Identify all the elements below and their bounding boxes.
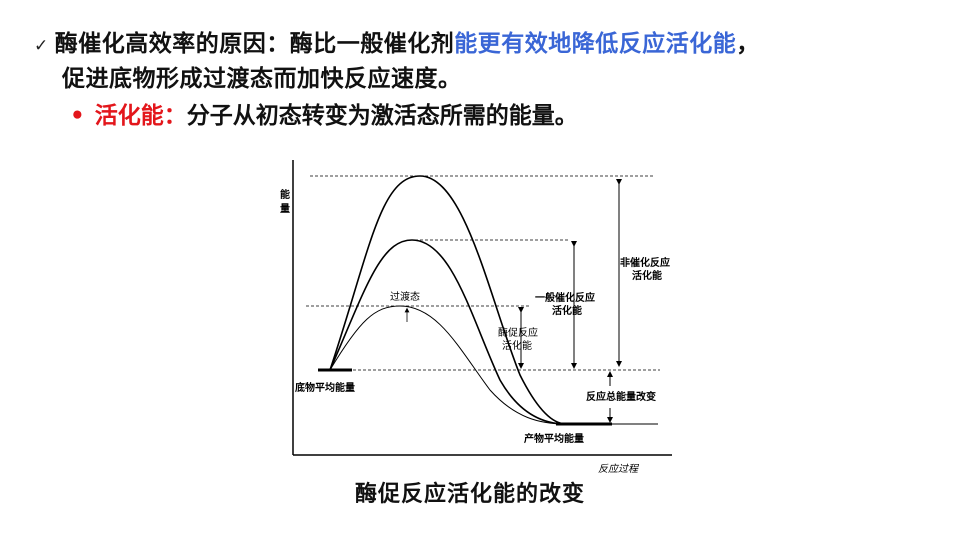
general-label-2: 活化能 xyxy=(552,304,582,317)
general-catalyzed-curve xyxy=(329,239,567,425)
point-1-highlight: 能更有效地降低反应活化能 xyxy=(454,31,737,57)
point-1-text-c: 促进底物形成过渡态而加快反应速度。 xyxy=(62,66,462,92)
transition-state-label: 过渡态 xyxy=(390,290,420,303)
enzyme-catalyzed-curve xyxy=(329,305,567,425)
uncatalyzed-label-1: 非催化反应 xyxy=(620,256,670,269)
y-axis-label-1: 能 xyxy=(280,188,290,201)
point-1-text-a: 酶催化高效率的原因：酶比一般催化剂 xyxy=(54,31,455,57)
general-label-1: 一般催化反应 xyxy=(535,291,595,304)
total-change-label: 反应总能量改变 xyxy=(586,390,656,403)
enzyme-label-1: 酶促反应 xyxy=(498,326,538,339)
x-axis-label: 反应过程 xyxy=(598,463,640,475)
uncatalyzed-curve xyxy=(329,175,567,425)
y-axis-label-2: 量 xyxy=(280,202,290,215)
substrate-level-label: 底物平均能量 xyxy=(295,381,355,394)
point-1: ✓ 酶催化高效率的原因：酶比一般催化剂能更有效地降低反应活化能， 促进底物形成过渡… xyxy=(34,28,954,96)
point-2: • 活化能：分子从初态转变为激活态所需的能量。 xyxy=(70,100,578,133)
bullet-icon: • xyxy=(70,103,85,129)
term-activation-energy: 活化能： xyxy=(94,103,187,129)
term-definition: 分子从初态转变为激活态所需的能量。 xyxy=(186,103,578,129)
check-icon: ✓ xyxy=(34,36,49,56)
uncatalyzed-label-2: 活化能 xyxy=(632,269,662,282)
point-1-text-b: ， xyxy=(736,31,760,57)
diagram-caption: 酶促反应活化能的改变 xyxy=(354,482,585,507)
enzyme-label-2: 活化能 xyxy=(502,339,532,352)
product-level-label: 产物平均能量 xyxy=(524,432,584,445)
